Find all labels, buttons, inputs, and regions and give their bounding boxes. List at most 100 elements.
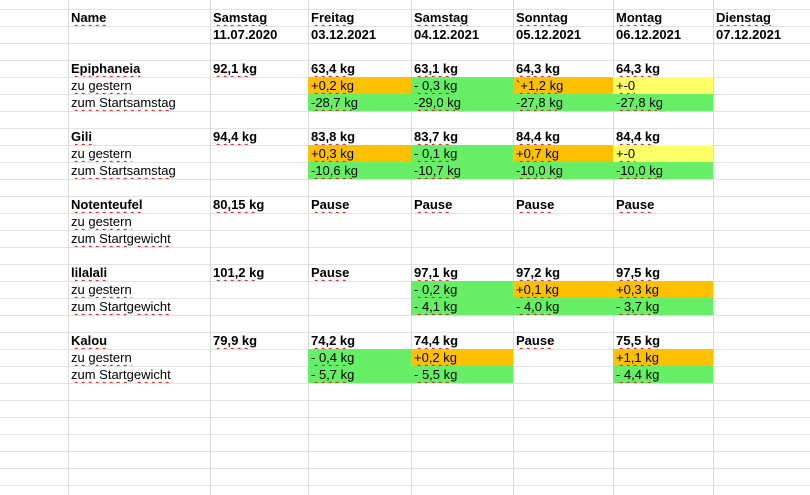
weight-cell[interactable]: 97,2 kg [516,265,561,280]
delta-cell[interactable]: -27,8 kg [513,94,613,111]
row-label: zu gestern [71,146,132,161]
delta-cell[interactable]: +0,1 kg [513,281,613,298]
delta-cell[interactable]: +1,1 kg [613,349,713,366]
weight-cell[interactable]: 64,3 kg [516,61,561,76]
delta-cell[interactable]: - 5,5 kg [411,366,513,383]
row-gridline [0,281,810,282]
delta-cell[interactable]: - 4,4 kg [613,366,713,383]
header-weekday: Sonntag [516,10,568,25]
weight-cell[interactable]: 84,4 kg [616,129,661,144]
weight-cell[interactable]: 63,1 kg [414,61,459,76]
weight-cell[interactable]: 84,4 kg [516,129,561,144]
weight-cell[interactable]: Pause [616,197,655,212]
row-gridline [0,400,810,401]
delta-cell[interactable]: +0,2 kg [308,77,411,94]
header-weekday: Samstag [213,10,268,25]
delta-cell[interactable]: - 4,1 kg [411,298,513,315]
delta-cell[interactable]: -10,7 kg [411,162,513,179]
header-date: 07.12.2021 [716,27,782,42]
row-label: zu gestern [71,350,132,365]
delta-cell[interactable]: -28,7 kg [308,94,411,111]
weight-cell[interactable]: Pause [516,197,555,212]
delta-cell[interactable]: +0,7 kg [513,145,613,162]
column-gridline [513,0,514,495]
delta-cell[interactable]: +-0 [613,145,713,162]
delta-cell[interactable]: - 3,7 kg [613,298,713,315]
delta-cell[interactable]: - 4,0 kg [513,298,613,315]
delta-cell[interactable]: - 0,2 kg [411,281,513,298]
weight-cell[interactable]: Pause [414,197,453,212]
row-gridline [0,213,810,214]
row-gridline [0,179,810,180]
row-gridline [0,315,810,316]
row-gridline [0,230,810,231]
weight-cell[interactable]: 83,8 kg [311,129,356,144]
row-gridline [0,60,810,61]
header-weekday: Samstag [414,10,469,25]
weight-cell[interactable]: 83,7 kg [414,129,459,144]
row-gridline [0,247,810,248]
column-gridline [210,0,211,495]
row-gridline [0,9,810,10]
weight-cell[interactable]: Pause [311,197,350,212]
row-label: zum Startsamstag [71,95,176,110]
row-gridline [0,43,810,44]
row-gridline [0,26,810,27]
row-gridline [0,485,810,486]
person-name[interactable]: lilalali [71,265,108,280]
column-gridline [308,0,309,495]
row-gridline [0,298,810,299]
weight-cell[interactable]: 75,5 kg [616,333,661,348]
weight-cell[interactable]: 101,2 kg [213,265,265,280]
delta-cell[interactable]: -29,0 kg [411,94,513,111]
row-gridline [0,128,810,129]
weight-cell[interactable]: 79,9 kg [213,333,258,348]
weight-cell[interactable]: 92,1 kg [213,61,258,76]
header-date: 11.07.2020 [213,27,278,42]
header-date: 06.12.2021 [616,27,682,42]
weight-cell[interactable]: Pause [311,265,350,280]
header-date: 05.12.2021 [516,27,582,42]
delta-cell[interactable]: - 0,1 kg [411,145,513,162]
row-gridline [0,111,810,112]
row-gridline [0,417,810,418]
delta-cell[interactable]: +0,3 kg [308,145,411,162]
delta-cell[interactable]: -10,0 kg [513,162,613,179]
weight-cell[interactable]: 97,5 kg [616,265,661,280]
weight-cell[interactable]: 80,15 kg [213,197,265,212]
person-name[interactable]: Epiphaneia [71,61,141,76]
delta-cell[interactable]: `+1,2 kg [513,77,613,94]
delta-cell[interactable]: +0,2 kg [411,349,513,366]
header-weekday: Montag [616,10,663,25]
row-label: zu gestern [71,282,132,297]
delta-cell[interactable]: +0,3 kg [613,281,713,298]
person-name[interactable]: Kalou [71,333,108,348]
delta-cell[interactable]: - 0,3 kg [411,77,513,94]
weight-cell[interactable]: 74,4 kg [414,333,459,348]
delta-cell[interactable]: - 0,4 kg [308,349,411,366]
row-gridline [0,434,810,435]
column-gridline [411,0,412,495]
header-weekday: Freitag [311,10,355,25]
delta-cell[interactable]: - 5,7 kg [308,366,411,383]
weight-cell[interactable]: Pause [516,333,555,348]
weight-cell[interactable]: 97,1 kg [414,265,459,280]
delta-cell[interactable]: -27,8 kg [613,94,713,111]
delta-cell[interactable]: -10,6 kg [308,162,411,179]
row-gridline [0,451,810,452]
header-date: 04.12.2021 [414,27,480,42]
header-name-label: Name [71,10,107,25]
weight-cell[interactable]: 64,3 kg [616,61,661,76]
column-gridline [713,0,714,495]
delta-cell[interactable]: +-0 [613,77,713,94]
delta-cell[interactable]: -10,0 kg [613,162,713,179]
person-name[interactable]: Gili [71,129,92,144]
weight-cell[interactable]: 74,2 kg [311,333,356,348]
weight-cell[interactable]: 94,4 kg [213,129,258,144]
weight-cell[interactable]: 63,4 kg [311,61,356,76]
person-name[interactable]: Notenteufel [71,197,143,212]
row-gridline [0,332,810,333]
row-label: zum Startgewicht [71,367,171,382]
header-weekday: Dienstag [716,10,771,25]
